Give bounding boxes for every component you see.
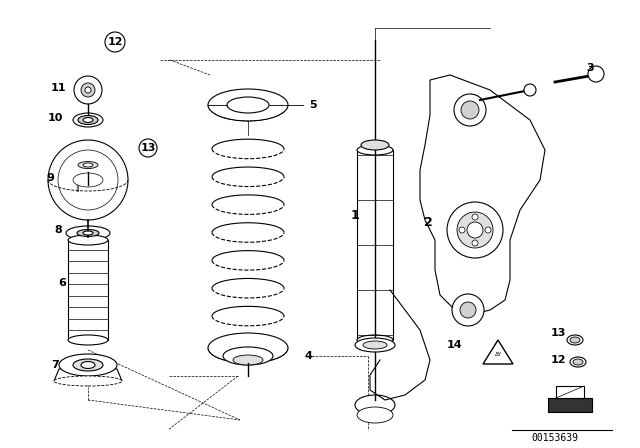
Circle shape: [467, 222, 483, 238]
Circle shape: [485, 227, 491, 233]
Bar: [357, 150, 393, 340]
Ellipse shape: [83, 231, 93, 235]
Text: 1: 1: [351, 208, 360, 221]
Ellipse shape: [357, 145, 393, 155]
Ellipse shape: [208, 89, 288, 121]
Circle shape: [81, 83, 95, 97]
Text: 8: 8: [54, 225, 62, 235]
Text: 14: 14: [447, 340, 463, 350]
Text: 9: 9: [46, 173, 54, 183]
Circle shape: [139, 139, 157, 157]
Ellipse shape: [233, 355, 263, 365]
Ellipse shape: [573, 359, 583, 365]
Circle shape: [58, 150, 118, 210]
PathPatch shape: [420, 75, 545, 315]
Ellipse shape: [81, 362, 95, 369]
Ellipse shape: [73, 173, 103, 187]
Circle shape: [48, 140, 128, 220]
Circle shape: [105, 32, 125, 52]
Ellipse shape: [78, 116, 98, 125]
Ellipse shape: [73, 359, 103, 371]
Ellipse shape: [363, 341, 387, 349]
Polygon shape: [54, 369, 122, 381]
Ellipse shape: [208, 333, 288, 363]
Text: 7: 7: [51, 360, 59, 370]
Text: 11: 11: [51, 83, 66, 93]
Ellipse shape: [68, 335, 108, 345]
Circle shape: [457, 212, 493, 248]
Ellipse shape: [83, 117, 93, 122]
Circle shape: [472, 214, 478, 220]
Text: ||: ||: [76, 185, 81, 191]
Ellipse shape: [73, 113, 103, 127]
Circle shape: [588, 66, 604, 82]
Ellipse shape: [227, 97, 269, 113]
Text: 12: 12: [108, 37, 123, 47]
Ellipse shape: [68, 235, 108, 245]
Text: 5: 5: [309, 100, 317, 110]
Ellipse shape: [59, 354, 117, 376]
Ellipse shape: [361, 140, 389, 150]
Text: 12: 12: [550, 355, 566, 365]
Bar: [556, 386, 584, 398]
Text: 2: 2: [424, 215, 433, 228]
Polygon shape: [483, 340, 513, 364]
Ellipse shape: [54, 376, 122, 386]
Ellipse shape: [570, 337, 580, 343]
Text: 13: 13: [550, 328, 566, 338]
Circle shape: [460, 302, 476, 318]
Bar: [68, 240, 108, 340]
Text: 4: 4: [304, 351, 312, 361]
Ellipse shape: [78, 161, 98, 168]
Text: 13: 13: [140, 143, 156, 153]
Circle shape: [472, 240, 478, 246]
Circle shape: [447, 202, 503, 258]
Circle shape: [524, 84, 536, 96]
Text: ΔΥ: ΔΥ: [495, 352, 502, 357]
Circle shape: [459, 227, 465, 233]
Ellipse shape: [66, 226, 110, 240]
Ellipse shape: [570, 357, 586, 367]
Circle shape: [452, 294, 484, 326]
Bar: [548, 398, 592, 412]
Ellipse shape: [355, 395, 395, 415]
Text: 00153639: 00153639: [531, 433, 579, 443]
Ellipse shape: [83, 163, 93, 167]
Circle shape: [454, 94, 486, 126]
Text: 6: 6: [58, 278, 66, 288]
Ellipse shape: [357, 407, 393, 423]
Ellipse shape: [357, 335, 393, 345]
Text: 3: 3: [586, 63, 594, 73]
Circle shape: [461, 101, 479, 119]
Ellipse shape: [567, 335, 583, 345]
Ellipse shape: [77, 229, 99, 237]
Ellipse shape: [223, 347, 273, 365]
Circle shape: [74, 76, 102, 104]
Ellipse shape: [355, 338, 395, 352]
Text: 10: 10: [47, 113, 63, 123]
Circle shape: [85, 87, 91, 93]
